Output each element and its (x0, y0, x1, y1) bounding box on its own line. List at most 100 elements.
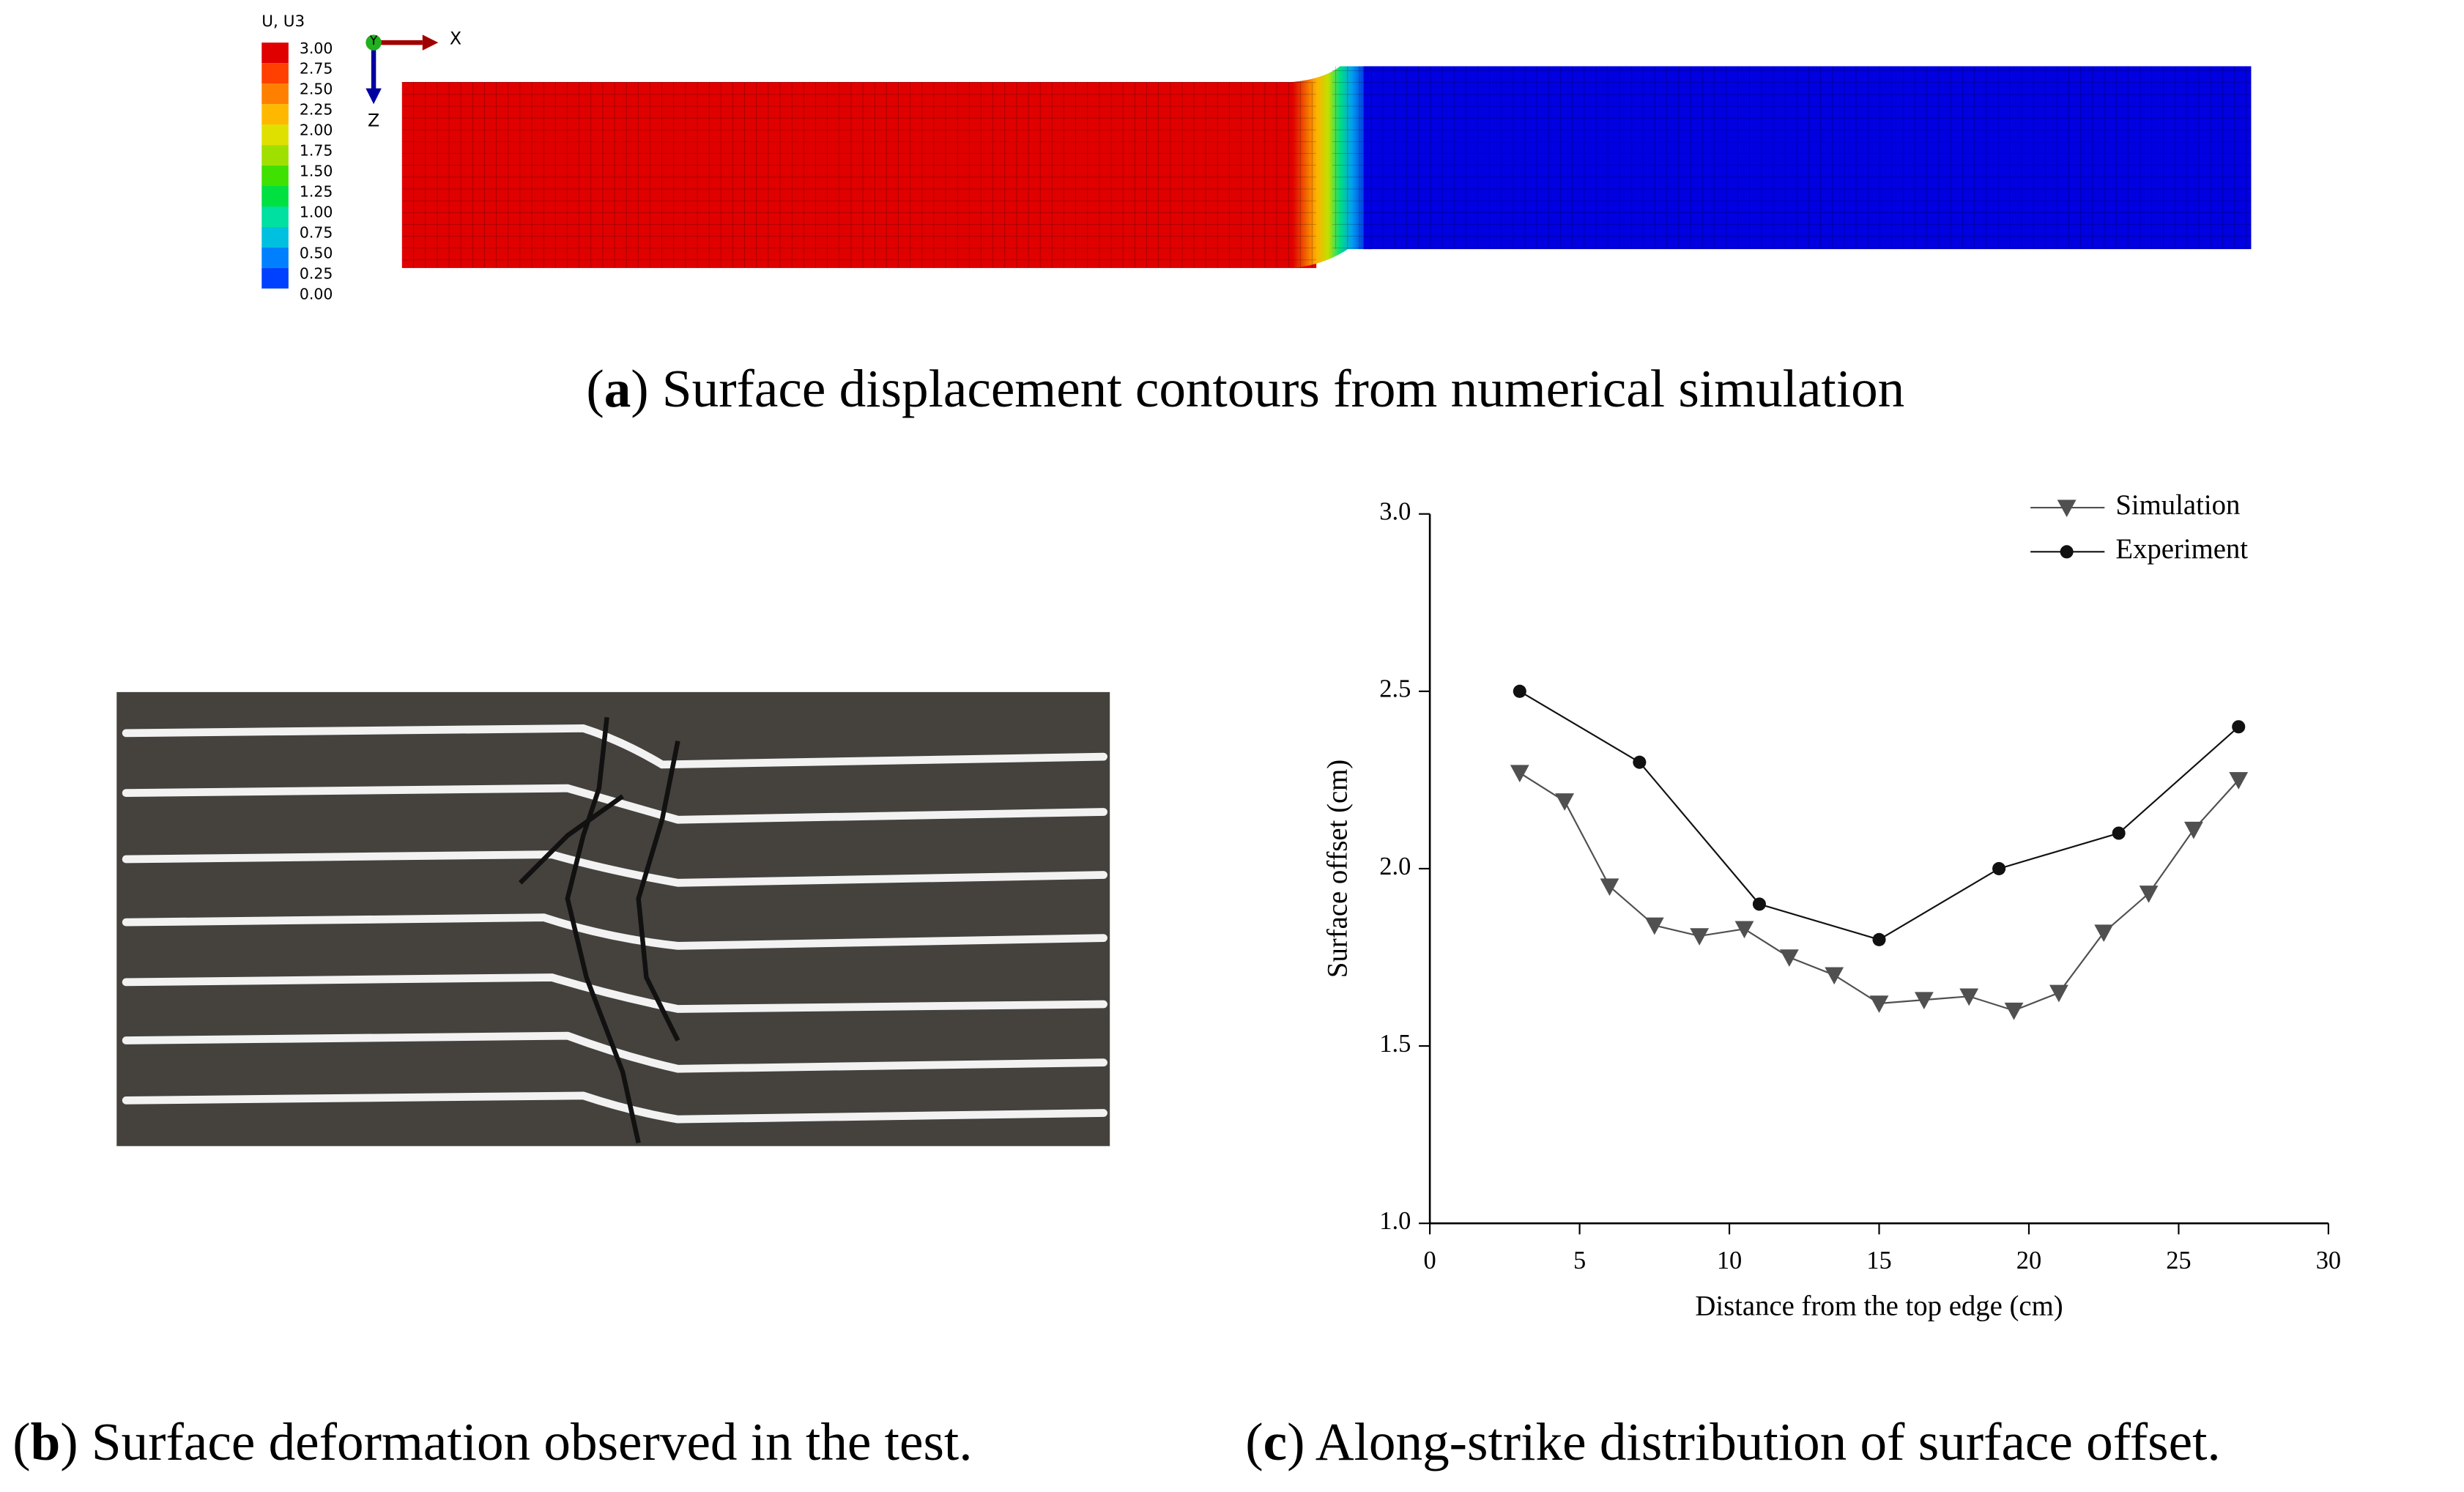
contour-plot (401, 66, 2252, 268)
legend-band (261, 104, 289, 125)
legend-band (261, 125, 289, 146)
legend-band (261, 247, 289, 268)
triad-y: Y (369, 34, 378, 48)
series-line (1519, 772, 2240, 1012)
triad-x: X (450, 28, 461, 48)
caption-c: (c) Along-strike distribution of surface… (1245, 1412, 2220, 1471)
point (2232, 720, 2246, 734)
point (1734, 921, 1754, 939)
caption-part: ( (12, 1412, 30, 1471)
legend-level: 1.75 (300, 142, 333, 160)
y-dot (365, 34, 382, 51)
point (2094, 924, 2114, 943)
offset-chart: Distance from the top edge (cm) Surface … (1321, 489, 2341, 1321)
x-tick-label: 25 (2166, 1247, 2191, 1274)
stripe (122, 913, 1107, 950)
y-tick-label: 2.0 (1379, 853, 1411, 880)
point (1869, 995, 1889, 1013)
point (1555, 793, 1575, 811)
point (1992, 861, 2006, 875)
test-photo (116, 691, 1110, 1146)
point (1690, 928, 1710, 946)
x-axis-label: Distance from the top edge (cm) (1695, 1290, 2063, 1321)
marker-stripes (122, 724, 1107, 1124)
legend-band (261, 186, 289, 207)
x-tick-label: 30 (2316, 1247, 2341, 1274)
point (1914, 992, 1934, 1010)
legend-level: 2.50 (300, 81, 333, 98)
x-tick-label: 15 (1866, 1247, 1891, 1274)
cracks (518, 716, 680, 1144)
legend-band (261, 166, 289, 187)
mesh (401, 81, 1317, 268)
point (1752, 897, 1766, 911)
legend-level: 0.25 (300, 265, 333, 283)
point (1513, 684, 1526, 698)
x-arrowhead (422, 34, 439, 51)
axis-triad: Y X Z (365, 28, 461, 130)
caption-part: ) Surface deformation observed in the te… (60, 1412, 972, 1471)
point (2183, 821, 2203, 839)
legend-level: 1.50 (300, 163, 333, 180)
caption-part: ( (586, 359, 604, 418)
legend-level: 2.00 (300, 122, 333, 139)
point (2139, 886, 2159, 903)
legend-level: 2.75 (300, 60, 333, 78)
legend-level: 1.25 (300, 183, 333, 201)
point (1825, 967, 1844, 985)
legend-label: Experiment (2115, 533, 2248, 565)
triad-z: Z (368, 110, 379, 130)
legend-marker (2060, 545, 2074, 559)
legend-level: 2.25 (300, 101, 333, 119)
crack (565, 716, 641, 1144)
y-tick-label: 1.5 (1379, 1030, 1411, 1058)
point (1644, 917, 1664, 935)
stripe (122, 724, 1107, 769)
point (2229, 772, 2249, 790)
legend-level: 1.00 (300, 204, 333, 221)
y-tick-label: 1.0 (1379, 1207, 1411, 1235)
legend-label: Simulation (2115, 489, 2240, 521)
mesh (1332, 66, 2252, 250)
caption-label: c (1263, 1412, 1287, 1471)
legend-marker (2057, 500, 2077, 517)
legend-title: U, U3 (261, 12, 305, 31)
z-arrowhead (365, 88, 382, 105)
stripe (122, 973, 1107, 1013)
caption-part: ) Surface displacement contours from num… (631, 359, 1904, 418)
legend-band (261, 145, 289, 166)
y-tick-label: 2.5 (1379, 675, 1411, 703)
x-tick-label: 0 (1424, 1247, 1436, 1274)
caption-a: (a) Surface displacement contours from n… (586, 359, 1904, 418)
legend-band (261, 83, 289, 105)
legend-band (261, 63, 289, 84)
point (2049, 984, 2068, 1003)
caption-b: (b) Surface deformation observed in the … (12, 1412, 972, 1471)
point (1633, 755, 1647, 769)
stripe (122, 1031, 1107, 1073)
caption-part: ) Along-strike distribution of surface o… (1287, 1412, 2221, 1471)
point (1872, 932, 1886, 946)
x-tick-label: 10 (1717, 1247, 1742, 1274)
caption-label: a (604, 359, 631, 418)
legend-level: 0.50 (300, 245, 333, 262)
point (1779, 949, 1799, 967)
y-tick-label: 3.0 (1379, 498, 1411, 526)
x-tick-label: 20 (2016, 1247, 2041, 1274)
point (1600, 878, 1619, 897)
point (2112, 826, 2126, 840)
legend-band (261, 42, 289, 64)
point (1959, 988, 1979, 1006)
stripe (122, 850, 1107, 887)
legend-band (261, 206, 289, 227)
caption-label: b (31, 1412, 61, 1471)
legend-band (261, 226, 289, 248)
crack (636, 740, 680, 1042)
crack (518, 794, 625, 885)
legend-band (261, 267, 289, 289)
legend-level: 0.75 (300, 224, 333, 242)
x-tick-label: 5 (1573, 1247, 1586, 1274)
point (1510, 765, 1529, 783)
legend-level: 0.00 (300, 286, 333, 303)
